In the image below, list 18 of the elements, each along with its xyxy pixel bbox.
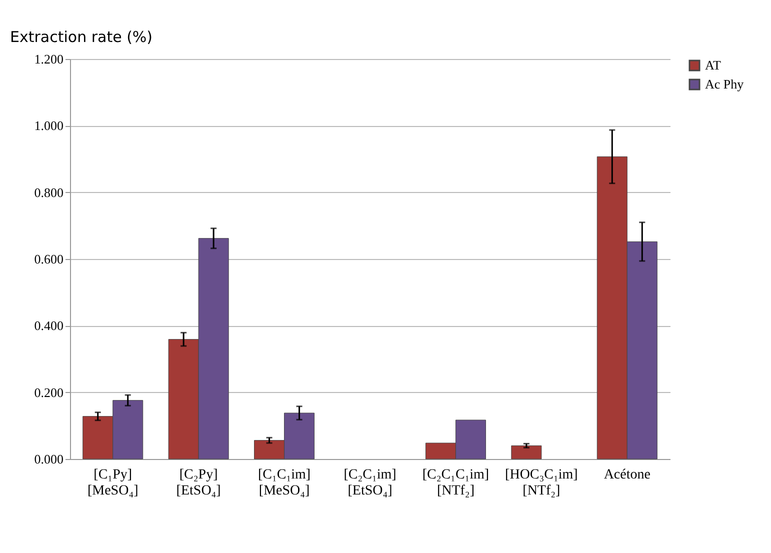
y-tick-label: 0.200 <box>34 384 64 400</box>
y-tick-label: 1.000 <box>34 118 64 134</box>
y-tick-label: 0.400 <box>34 318 64 334</box>
x-tick-label: [HOC₃C₁im] [NTf₂] <box>505 468 578 498</box>
y-axis-title: Extraction rate (%) <box>10 28 153 46</box>
x-tick-label: [C₁Py] [MeSO₄] <box>87 468 138 498</box>
x-tick-label: [C₁C₁im] [MeSO₄] <box>258 468 311 498</box>
y-tick-label: 0.600 <box>34 252 64 266</box>
y-tick-label: 1.200 <box>34 52 64 66</box>
y-tick-label: 0.000 <box>34 452 64 466</box>
x-tick-label: Acétone <box>604 468 650 482</box>
x-tick-label: [C₂Py] [EtSO₄] <box>176 468 221 498</box>
x-tick-label: [C₂C₁C₁im] [NTf₂] <box>422 468 490 498</box>
y-tick-label: 0.800 <box>34 184 64 200</box>
legend-label: AT <box>705 58 721 72</box>
legend-label: Ac Phy <box>705 76 744 92</box>
x-tick-label: [C₂C₁im] [EtSO₄] <box>344 468 396 498</box>
bar <box>511 445 542 460</box>
